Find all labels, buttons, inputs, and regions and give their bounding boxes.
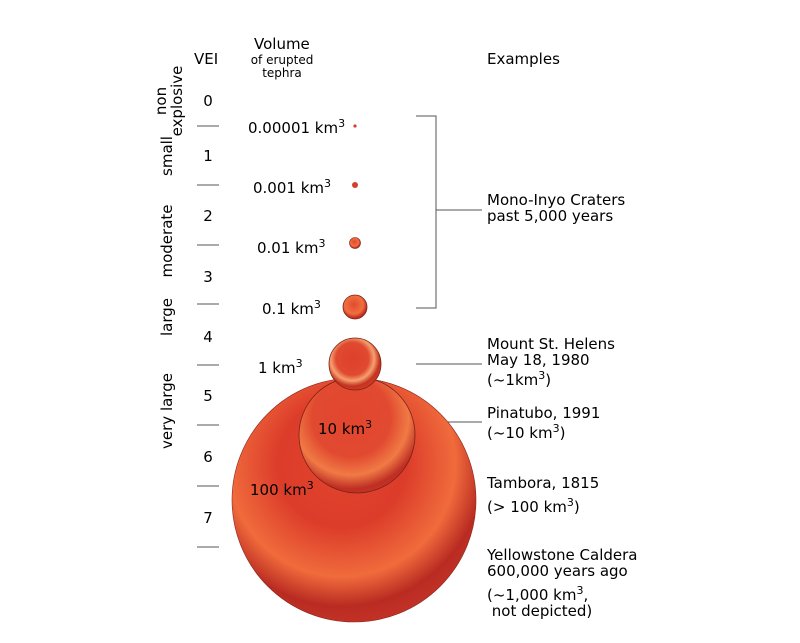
example-tambora-line1: Tambora, 1815 [487, 474, 600, 492]
example-tambora-line2-pre: (> 100 km [487, 498, 567, 516]
example-yellowstone-line2: 600,000 years ago [487, 562, 628, 580]
volume-label-vei6-exp: 3 [306, 479, 314, 492]
example-pinatubo-line2-pre: (~10 km [487, 424, 553, 442]
sphere-0.01-km3 [349, 237, 361, 249]
example-yellowstone-line4: not depicted) [487, 602, 593, 619]
category-large: large [158, 298, 176, 337]
volume-label-vei4-exp: 3 [295, 357, 303, 370]
example-helens-line3-pre: (~1km [487, 371, 539, 389]
category-moderate: moderate [158, 204, 176, 278]
volume-sub-line2: tephra [262, 66, 302, 80]
vei-level-3: 3 [203, 268, 213, 286]
example-tambora: Tambora, 1815 (> 100 km3) [487, 475, 599, 515]
example-helens-line3-exp: 3 [538, 369, 546, 382]
sphere-1-km3 [328, 337, 382, 391]
example-helens-line3: (~1km3) [487, 368, 615, 388]
category-small: small [158, 136, 176, 176]
example-yellowstone-line3: (~1,000 km3, [487, 583, 667, 603]
vei-level-5: 5 [203, 387, 213, 405]
volume-subheader: of erupted tephra [247, 54, 317, 80]
example-helens-line2: May 18, 1980 [487, 351, 590, 369]
example-pinatubo-line2-post: ) [559, 424, 566, 442]
example-yellowstone-line3-pre: (~1,000 km [487, 586, 577, 604]
example-pinatubo-line2-exp: 3 [552, 422, 560, 435]
volume-label-vei4-base: 1 km [258, 359, 296, 377]
volume-label-vei6-base: 100 km [250, 481, 307, 499]
volume-label-vei1: 0.001 km3 [253, 177, 331, 197]
example-yellowstone-line1: Yellowstone Caldera [487, 547, 638, 564]
example-mono-inyo-line2: past 5,000 years [487, 207, 614, 225]
example-helens-line1: Mount St. Helens [487, 335, 615, 353]
example-pinatubo-line2: (~10 km3) [487, 421, 600, 441]
volume-label-vei1-exp: 3 [324, 177, 332, 190]
example-yellowstone-line3-post: , [583, 586, 589, 604]
vei-level-4: 4 [203, 328, 213, 346]
mono-inyo-bracket [416, 115, 482, 309]
example-tambora-line2-exp: 3 [566, 496, 574, 509]
vei-level-0: 0 [203, 92, 213, 110]
volume-label-vei5-base: 10 km [318, 420, 366, 438]
volume-label-vei1-base: 0.001 km [253, 179, 325, 197]
category-very-large: very large [158, 373, 176, 449]
vei-header: VEI [194, 50, 219, 68]
vei-level-7: 7 [203, 509, 213, 527]
volume-label-vei0: 0.00001 km3 [248, 117, 345, 137]
volume-sub-line1: of erupted [250, 53, 314, 67]
example-yellowstone-line3-exp: 3 [576, 584, 584, 597]
volume-label-vei2: 0.01 km3 [257, 237, 325, 257]
volume-label-vei6: 100 km3 [250, 479, 314, 499]
volume-label-vei2-base: 0.01 km [257, 239, 319, 257]
sphere-0.1-km3 [342, 294, 368, 320]
volume-label-vei3-exp: 3 [313, 298, 321, 311]
example-mono-inyo: Mono-Inyo Craters past 5,000 years [487, 192, 625, 224]
sphere-0.00001-km3 [353, 124, 357, 128]
example-pinatubo: Pinatubo, 1991 (~10 km3) [487, 405, 600, 441]
vei-level-6: 6 [203, 448, 213, 466]
example-tambora-line2: (> 100 km3) [487, 495, 599, 515]
volume-label-vei2-exp: 3 [318, 237, 326, 250]
example-pinatubo-line1: Pinatubo, 1991 [487, 404, 601, 422]
example-tambora-line2-post: ) [573, 498, 580, 516]
volume-label-vei5: 10 km3 [318, 418, 372, 438]
example-mount-st-helens: Mount St. Helens May 18, 1980 (~1km3) [487, 336, 615, 388]
volume-label-vei3-base: 0.1 km [262, 300, 314, 318]
examples-header: Examples [487, 50, 560, 68]
volume-label-vei5-exp: 3 [365, 418, 373, 431]
vei-tick-marks [197, 125, 219, 548]
volume-label-vei3: 0.1 km3 [262, 298, 321, 318]
volume-label-vei0-base: 0.00001 km [248, 119, 339, 137]
example-mono-inyo-line1: Mono-Inyo Craters [487, 191, 626, 209]
sphere-0.001-km3 [352, 182, 358, 188]
example-yellowstone: Yellowstone Caldera 600,000 years ago (~… [487, 547, 667, 619]
volume-header: Volume [254, 35, 310, 53]
volume-label-vei0-exp: 3 [338, 117, 346, 130]
volume-label-vei4: 1 km3 [258, 357, 303, 377]
vei-level-2: 2 [203, 207, 213, 225]
vei-level-1: 1 [203, 147, 213, 165]
example-helens-line3-post: ) [545, 371, 552, 389]
